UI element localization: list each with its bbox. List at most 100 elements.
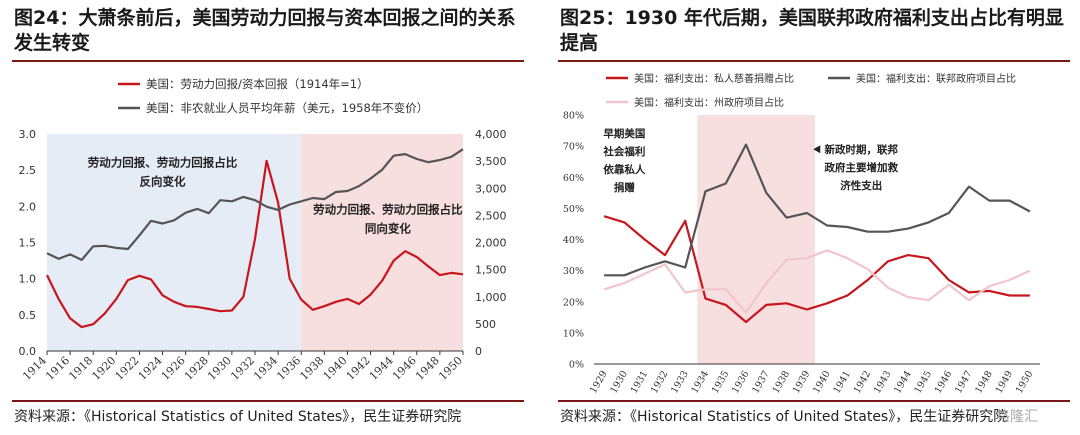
source-note-1: 资料来源：《Historical Statistics of United St… [14, 409, 462, 425]
y-tick-label: 40% [563, 235, 584, 246]
chart-panel-1: 图24：大萧条前后，美国劳动力回报与资本回报之间的关系发生转变 美国：劳动力回报… [0, 0, 534, 435]
x-tick-label: 1937 [750, 369, 772, 395]
series-line [603, 249, 1031, 314]
series-line [603, 215, 1030, 324]
annotation-text: 劳动力回报、劳动力回报占比 [313, 203, 463, 217]
x-tick-label: 1932 [649, 369, 671, 395]
y2-tick-label: 1,000 [475, 291, 507, 304]
x-tick-label: 1941 [831, 369, 853, 395]
legend-label: 美国：福利支出：私人慈善捐赠占比 [634, 72, 794, 85]
divider-bottom-1 [12, 400, 524, 402]
y2-tick-label: 1,500 [475, 264, 507, 277]
y-tick-label: 30% [563, 266, 584, 277]
divider-top-2 [558, 60, 1070, 62]
x-tick-label: 1933 [669, 369, 691, 395]
shaded-band [697, 115, 815, 364]
x-tick-label: 1947 [953, 369, 975, 395]
annotation-text: 同向变化 [365, 222, 411, 236]
x-tick-label: 1942 [852, 369, 874, 395]
y2-tick-label: 3,000 [475, 182, 507, 195]
chart-title-1: 图24：大萧条前后，美国劳动力回报与资本回报之间的关系发生转变 [14, 7, 516, 54]
series-line [46, 159, 464, 329]
x-tick-label: 1940 [811, 369, 833, 395]
x-tick-label: 1943 [872, 369, 894, 395]
annotation-text: 早期美国 [603, 127, 645, 140]
y2-tick-label: 2,500 [475, 209, 507, 222]
annotation-text: 捐赠 [614, 181, 635, 194]
y2-tick-label: 2,000 [475, 237, 507, 250]
x-tick-label: 1942 [344, 354, 373, 383]
x-tick-label: 1914 [20, 354, 49, 383]
x-tick-label: 1946 [390, 354, 419, 383]
x-tick-label: 1930 [608, 369, 630, 395]
x-tick-label: 1939 [791, 369, 813, 395]
chart-2: 美国：福利支出：私人慈善捐赠占比 美国：福利支出：联邦政府项目占比美国：福利支出：… [563, 72, 1040, 395]
x-tick-label: 1936 [730, 369, 752, 395]
x-tick-label: 1938 [297, 354, 326, 383]
chart-panel-2: 图25：1930 年代后期，美国联邦政府福利支出占比有明显提高 美国：福利支出：… [546, 0, 1080, 435]
series-line [604, 143, 1031, 277]
y-tick-label: 2.0 [19, 200, 37, 213]
y-tick-label: 3.0 [19, 128, 37, 141]
x-tick-label: 1944 [892, 369, 914, 395]
y2-tick-label: 4,000 [475, 128, 507, 141]
y-tick-label: 2.5 [19, 164, 37, 177]
watermark-logo: 格隆汇 [996, 409, 1038, 425]
y2-tick-label: 500 [475, 318, 496, 331]
y2-tick-label: 0 [475, 345, 482, 358]
shaded-band [47, 134, 302, 351]
x-tick-label: 1924 [136, 354, 165, 383]
y-tick-label: 0% [569, 360, 584, 371]
y2-tick-label: 3,500 [475, 155, 507, 168]
y-tick-label: 1.0 [19, 273, 37, 286]
x-tick-label: 1949 [994, 369, 1016, 395]
y-tick-label: 80% [563, 111, 584, 122]
annotation-text: 济性支出 [840, 179, 882, 192]
legend-label: 美国：福利支出：联邦政府项目占比 [856, 72, 1016, 85]
y-tick-label: 20% [563, 297, 584, 308]
divider-top-1 [12, 60, 524, 62]
divider-bottom-2 [558, 400, 1070, 402]
chart-title-2: 图25：1930 年代后期，美国联邦政府福利支出占比有明显提高 [560, 7, 1064, 54]
x-tick-label: 1929 [588, 369, 610, 395]
legend-label: 美国：劳动力回报/资本回报（1914年=1） [146, 77, 369, 91]
x-tick-label: 1922 [113, 354, 142, 383]
y-tick-label: 70% [563, 142, 584, 153]
x-tick-label: 1950 [1014, 369, 1036, 395]
annotation-text: 新政时期，联邦 [825, 143, 899, 156]
annotation-arrow [813, 145, 821, 154]
x-tick-label: 1934 [251, 354, 280, 383]
y-tick-label: 0.0 [19, 345, 37, 358]
x-tick-label: 1931 [629, 369, 651, 395]
x-tick-label: 1936 [274, 354, 303, 383]
x-tick-label: 1918 [66, 354, 95, 383]
x-tick-label: 1934 [689, 369, 711, 395]
x-tick-label: 1940 [321, 354, 350, 383]
annotation-text: 政府主要增加救 [825, 161, 899, 174]
y-tick-label: 1.5 [19, 237, 37, 250]
annotation-text: 社会福利 [602, 145, 645, 158]
source-note-2: 资料来源：《Historical Statistics of United St… [560, 409, 1008, 425]
x-tick-label: 1932 [228, 354, 257, 383]
x-tick-label: 1946 [933, 369, 955, 395]
y-tick-label: 60% [563, 173, 584, 184]
x-tick-label: 1916 [43, 354, 72, 383]
y-tick-label: 10% [563, 328, 584, 339]
x-tick-label: 1935 [710, 369, 732, 395]
legend-label: 美国：福利支出：州政府项目占比 [634, 96, 784, 109]
x-tick-label: 1930 [205, 354, 234, 383]
y-tick-label: 50% [563, 204, 584, 215]
x-tick-label: 1948 [973, 369, 995, 395]
legend-label: 美国：非农就业人员平均年薪（美元，1958年不变价） [146, 101, 428, 115]
chart-1: 美国：劳动力回报/资本回报（1914年=1） 美国：非农就业人员平均年薪（美元，1… [19, 77, 507, 383]
annotation-text: 劳动力回报、劳动力回报占比 [88, 156, 238, 170]
x-tick-label: 1944 [367, 354, 396, 383]
series-line [46, 148, 464, 261]
x-tick-label: 1926 [159, 354, 188, 383]
shaded-band [301, 134, 463, 351]
y-tick-label: 0.5 [19, 309, 37, 322]
x-tick-label: 1938 [771, 369, 793, 395]
x-tick-label: 1945 [912, 369, 934, 395]
x-tick-label: 1950 [436, 354, 465, 383]
x-tick-label: 1928 [182, 354, 211, 383]
